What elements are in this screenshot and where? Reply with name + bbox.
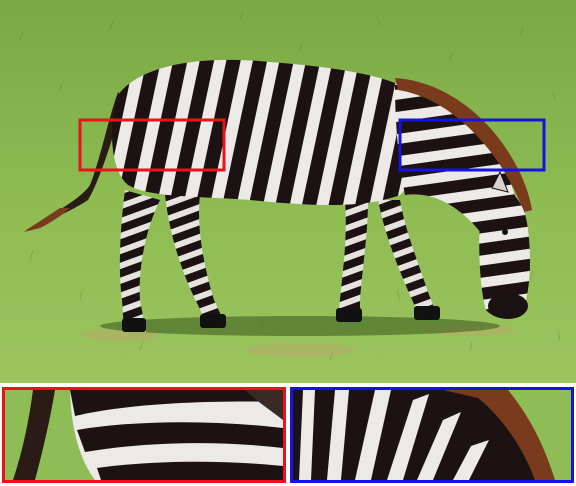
- zebra-body: [112, 59, 415, 205]
- zebra-tail: [26, 92, 124, 230]
- zebra-shadow: [100, 316, 500, 336]
- zebra-photo: [0, 0, 576, 383]
- zebra-eye: [502, 229, 508, 235]
- roi-box-blue: [398, 118, 546, 172]
- zoom-inset-blue: [290, 387, 574, 483]
- zoom-inset-red-image: [5, 390, 283, 480]
- zebra-photo-svg: [0, 0, 576, 383]
- zebra-fore-leg-left: [338, 200, 368, 322]
- zebra-fore-leg-right: [378, 200, 438, 318]
- zebra-hind-leg-left: [119, 190, 160, 332]
- zebra-mane: [395, 78, 532, 212]
- zebra-hooves: [122, 306, 440, 332]
- zebra-muzzle: [488, 293, 528, 319]
- zebra-hind-leg-right: [165, 195, 226, 328]
- zebra-ear: [491, 170, 509, 193]
- roi-box-red: [78, 118, 226, 172]
- zebra-head: [479, 189, 530, 319]
- zoom-inset-red: [2, 387, 286, 483]
- zoom-inset-blue-image: [293, 390, 571, 480]
